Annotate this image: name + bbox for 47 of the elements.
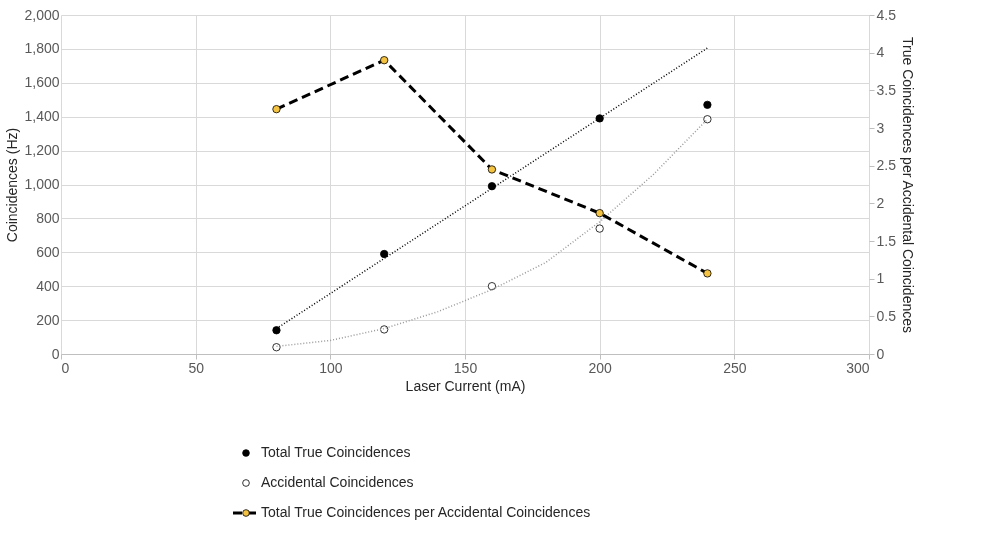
point [380, 56, 389, 65]
y-tick-label: 800 [36, 209, 60, 226]
y2-tick-label: 0.5 [876, 307, 897, 324]
point [272, 105, 281, 114]
y-tick-label: 600 [36, 243, 60, 260]
point [595, 114, 604, 123]
point [703, 100, 712, 109]
y-tick-label: 0 [51, 345, 60, 362]
y2-axis-title: True Coincidences per Accidental Coincidences [899, 37, 916, 333]
legend-label: Total True Coincidences [261, 444, 411, 460]
point [703, 115, 712, 124]
x-tick-label: 200 [588, 359, 613, 376]
x-tick-label: 250 [723, 359, 747, 376]
y-tick-label: 1,800 [24, 40, 60, 57]
point [272, 343, 281, 352]
point [487, 182, 497, 191]
y-tick-label: 1,000 [24, 176, 60, 192]
x-tick-label: 300 [846, 359, 870, 376]
y2-tick-label: 0 [876, 345, 885, 362]
y2-tick-label: 3.5 [876, 81, 897, 98]
point [703, 269, 712, 278]
y-tick-label: 400 [36, 277, 60, 294]
point [272, 326, 281, 335]
point [380, 249, 389, 259]
y-tick-label: 2,000 [24, 6, 60, 23]
y2-tick-label: 4.5 [876, 6, 897, 23]
y2-tick-label: 2 [876, 194, 885, 211]
y-tick-label: 1,400 [24, 108, 60, 125]
legend-label: Total True Coincidences per Accidental Coincidences [261, 504, 591, 520]
y2-tick-label: 1 [876, 270, 885, 287]
x-tick-label: 50 [188, 359, 205, 376]
y-axis-title: Coincidences (Hz) [4, 127, 21, 243]
point [487, 282, 497, 291]
y-tick-label: 200 [36, 311, 60, 328]
x-tick-label: 150 [453, 359, 478, 376]
point [595, 224, 604, 233]
legend-label: Accidental Coincidences [261, 474, 414, 490]
y-tick-label: 1,600 [24, 74, 60, 91]
y-tick-label: 1,200 [24, 142, 60, 159]
x-tick-label: 100 [319, 359, 343, 376]
y2-tick-label: 4 [876, 44, 885, 61]
y2-tick-label: 2.5 [876, 157, 897, 174]
x-axis-title: Laser Current (mA) [405, 377, 526, 394]
y2-tick-label: 3 [876, 119, 885, 136]
point [595, 209, 604, 218]
point [487, 165, 497, 174]
y2-tick-label: 1.5 [876, 232, 897, 249]
